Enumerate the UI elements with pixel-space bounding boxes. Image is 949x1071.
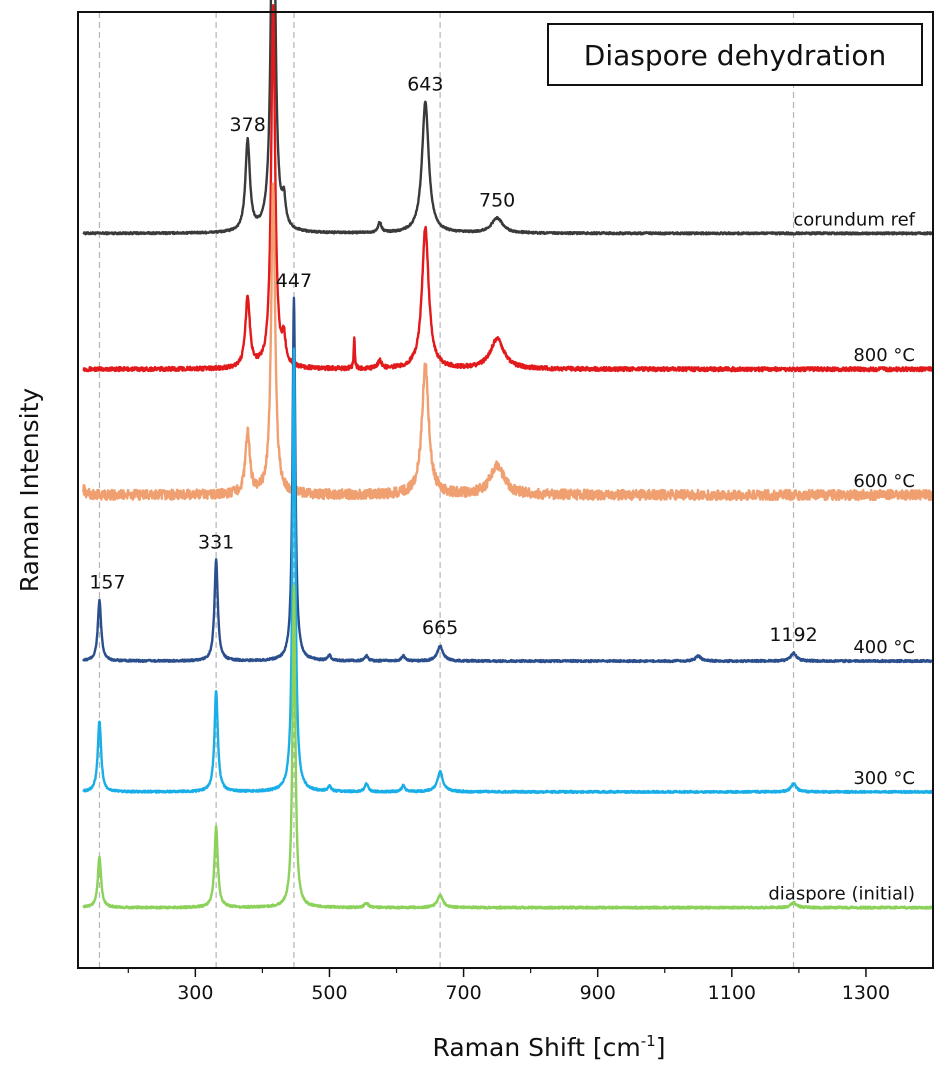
series-line-600-c	[82, 182, 935, 502]
chart-title: Diaspore dehydration	[584, 39, 886, 72]
series-label-800-c: 800 °C	[853, 345, 915, 366]
x-axis-title: Raman Shift [cm-1]	[433, 1032, 666, 1062]
series-label-600-c: 600 °C	[853, 471, 915, 492]
x-tick-label-1100: 1100	[708, 982, 756, 1004]
series-label-300-c: 300 °C	[853, 768, 915, 789]
peak-label-157: 157	[89, 572, 125, 594]
x-axis-title-main: Raman Shift [cm	[433, 1033, 641, 1062]
plot-frame	[77, 11, 934, 969]
series-label-diaspore-initial: diaspore (initial)	[768, 884, 915, 905]
x-tick-label-700: 700	[445, 982, 481, 1004]
x-axis-title-end: ]	[656, 1033, 666, 1062]
x-axis-title-sup: -1	[641, 1032, 656, 1050]
y-axis-title: Raman Intensity	[15, 388, 44, 593]
x-tick-label-300: 300	[177, 982, 213, 1004]
peak-label-665: 665	[422, 617, 458, 639]
title-frame	[547, 23, 923, 86]
series-label-corundum-ref: corundum ref	[793, 209, 915, 230]
series-line-diaspore-initial	[82, 584, 934, 910]
peak-label-643: 643	[407, 74, 443, 96]
peak-label-331: 331	[198, 531, 234, 553]
peak-label-1192: 1192	[769, 624, 817, 646]
series-line-400-c	[82, 296, 934, 664]
spectra-group	[82, 0, 935, 910]
x-axis-ticks: 300 500 700 900 1100 1300	[127, 968, 890, 1004]
series-label-400-c: 400 °C	[853, 637, 915, 658]
series-line-300-c	[82, 347, 934, 795]
x-tick-label-900: 900	[580, 982, 616, 1004]
title-box: Diaspore dehydration	[547, 23, 923, 86]
series-line-800-c	[82, 4, 935, 373]
peak-label-378: 378	[230, 114, 266, 136]
peak-label-447: 447	[276, 270, 312, 292]
x-tick-label-500: 500	[311, 982, 347, 1004]
peak-label-750: 750	[479, 189, 515, 211]
series-line-corundum-ref	[82, 0, 935, 236]
x-tick-label-1300: 1300	[842, 982, 890, 1004]
